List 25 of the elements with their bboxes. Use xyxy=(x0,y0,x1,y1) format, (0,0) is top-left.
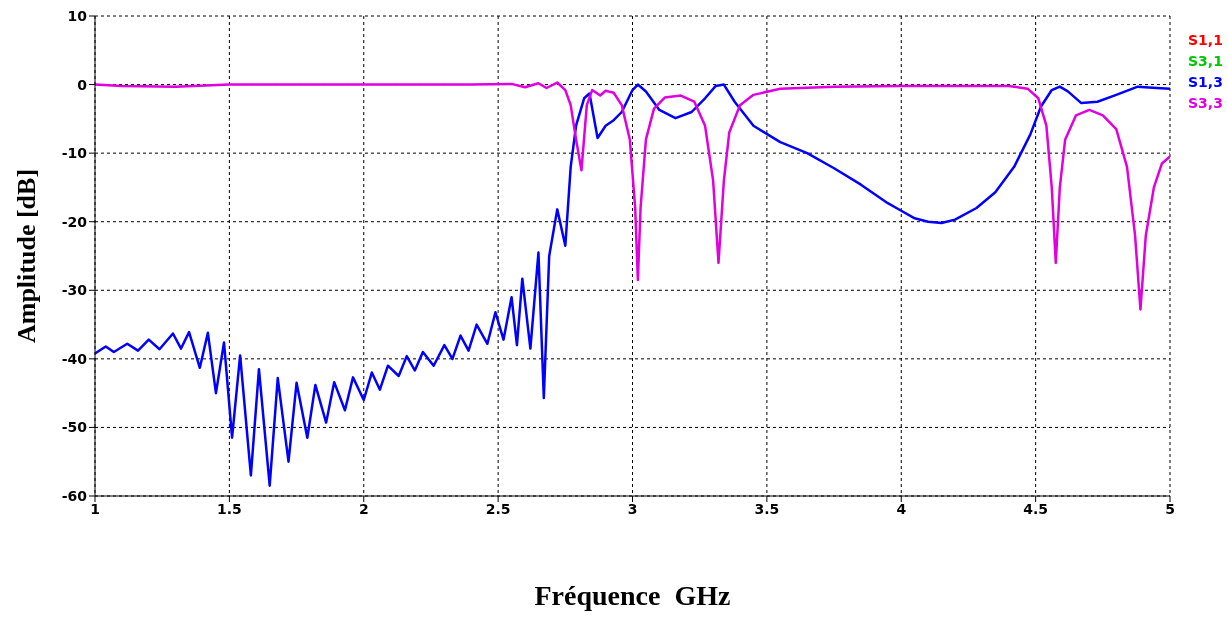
y-tick-label: -20 xyxy=(61,213,88,230)
y-tick-label: -10 xyxy=(61,145,88,162)
y-tick-label: 10 xyxy=(67,7,88,24)
x-tick-label: 3 xyxy=(627,500,638,517)
x-tick-label: 3.5 xyxy=(754,500,780,517)
y-tick-label: -60 xyxy=(61,487,88,504)
x-tick-label: 2.5 xyxy=(485,500,511,517)
series-label: S1,3 xyxy=(1188,73,1223,92)
x-tick-label: 5 xyxy=(1165,500,1175,517)
x-tick-label: 4.5 xyxy=(1023,500,1049,517)
y-tick-label: -30 xyxy=(61,282,88,299)
y-tick-label: -50 xyxy=(61,419,88,436)
line-series xyxy=(95,83,1170,487)
x-tick-label: 1.5 xyxy=(216,500,242,517)
y-tick-label: 0 xyxy=(77,76,88,93)
y-tick-label: -40 xyxy=(61,350,88,367)
line-series xyxy=(95,81,1170,311)
legend-label: S3,1 xyxy=(1188,52,1223,71)
x-tick-label: 2 xyxy=(358,500,369,517)
x-tick-label: 4 xyxy=(896,500,907,517)
text: S3,3 xyxy=(1188,94,1223,113)
x-tick-label: 1 xyxy=(90,500,100,517)
y-axis-title: Amplitude [dB] xyxy=(12,168,42,344)
x-axis-title: Fréquence GHz xyxy=(533,580,732,612)
legend-label: S1,1 xyxy=(1188,31,1223,50)
